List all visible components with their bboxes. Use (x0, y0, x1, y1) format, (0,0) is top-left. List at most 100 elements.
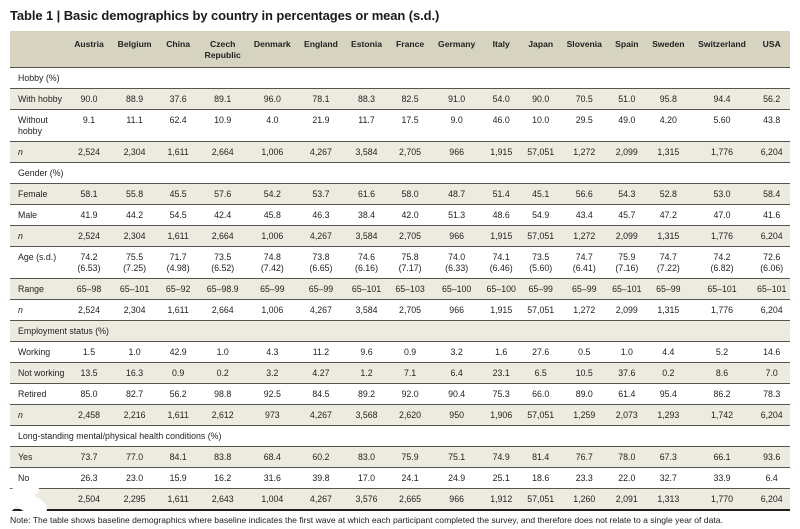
table-cell: 16.3 (111, 362, 158, 385)
table-cell: 6,204 (753, 225, 790, 248)
table-cell: 54.5 (157, 204, 199, 227)
table-cell: 6,204 (753, 141, 790, 164)
table-cell: 1,272 (560, 299, 608, 322)
table-cell: 65–98 (66, 278, 112, 301)
table-cell: 1,611 (157, 404, 199, 427)
table-cell: 58.4 (753, 183, 790, 206)
table-cell: 53.7 (297, 183, 345, 206)
table-cell: 1,260 (560, 488, 608, 512)
table-cell: 1,315 (646, 299, 691, 322)
table-cell: 23.0 (111, 467, 158, 490)
table-cell: 5.60 (690, 109, 754, 143)
table-row: With hobby 90.0 88.9 37.6 89.1 96.0 78.1 88.3 82… (10, 88, 790, 111)
table-cell: 966 (431, 141, 482, 164)
table-cell: 47.2 (646, 204, 691, 227)
table-cell: 2,504 (66, 488, 112, 512)
table-cell: 56.2 (753, 88, 790, 111)
table-cell: 46.3 (297, 204, 345, 227)
table-cell: 4,267 (297, 404, 345, 427)
table-cell: 2,620 (388, 404, 432, 427)
table-cell: 2,099 (607, 141, 647, 164)
table-cell: 92.5 (247, 383, 298, 406)
table-cell: 11.7 (344, 109, 389, 143)
table-cell: 6.4 (753, 467, 790, 490)
table-cell: 89.1 (198, 88, 247, 111)
table-cell: 1,912 (481, 488, 521, 512)
table-cell: 55.8 (111, 183, 158, 206)
table-row: n2,5042,2951,6112,6431,0044,2673,5762,66… (10, 488, 790, 512)
table-cell: 1,006 (247, 141, 298, 164)
row-label: No (10, 467, 67, 490)
table-cell: 75.1 (431, 446, 482, 469)
table-cell: 74.8 (7.42) (247, 246, 298, 280)
table-row: Male 41.9 44.2 54.5 42.4 45.8 46.3 38.4 42.0 51.3… (10, 204, 790, 227)
table-cell: 74.6 (6.16) (344, 246, 389, 280)
column-header: Belgium (111, 31, 158, 69)
table-cell: 65–99 (297, 278, 345, 301)
table-cell: 17.5 (388, 109, 432, 143)
table-cell: 77.0 (111, 446, 158, 469)
table-cell: 2,073 (607, 404, 647, 427)
table-cell: 66.1 (690, 446, 754, 469)
table-cell: 3.2 (431, 341, 482, 364)
table-cell: 0.9 (157, 362, 199, 385)
table-cell: 45.1 (520, 183, 561, 206)
column-header: Italy (481, 31, 521, 69)
section-label: Employment status (%) (10, 320, 790, 343)
table-cell: 74.2 (6.82) (690, 246, 754, 280)
table-cell: 18.6 (520, 467, 561, 490)
table-row: Range 65–98 65–101 65–92 65–98.9 65–99 65–99 65… (10, 278, 790, 301)
table-cell: 966 (431, 488, 482, 512)
table-cell: 31.6 (247, 467, 298, 490)
table-cell: 966 (431, 299, 482, 322)
table-cell: 82.7 (111, 383, 158, 406)
table-cell: 61.6 (344, 183, 389, 206)
table-cell: 3,576 (344, 488, 389, 512)
table-cell: 73.5 (6.52) (198, 246, 247, 280)
table-cell: 1,915 (481, 141, 521, 164)
table-cell: 2,099 (607, 299, 647, 322)
table-cell: 11.1 (111, 109, 158, 143)
table-cell: 5.2 (690, 341, 754, 364)
table-cell: 10.0 (520, 109, 561, 143)
section-label: Hobby (%) (10, 67, 790, 90)
table-cell: 73.7 (66, 446, 112, 469)
table-cell: 3.2 (247, 362, 298, 385)
table-cell: 4.0 (247, 109, 298, 143)
table-cell: 4,267 (297, 141, 345, 164)
table-cell: 0.2 (198, 362, 247, 385)
table-cell: 65–99 (247, 278, 298, 301)
table-cell: 78.3 (753, 383, 790, 406)
table-row: n 2,524 2,304 1,611 2,664 1,006 4,267 3,584 2,70… (10, 225, 790, 248)
table-cell: 14.6 (753, 341, 790, 364)
table-cell: 17.0 (344, 467, 389, 490)
table-cell: 0.5 (560, 341, 608, 364)
table-cell: 2,099 (607, 225, 647, 248)
column-header: USA (753, 31, 790, 69)
table-cell: 57,051 (520, 488, 561, 512)
table-cell: 82.5 (388, 88, 432, 111)
table-cell: 65–99 (520, 278, 561, 301)
table-cell: 65–100 (481, 278, 521, 301)
table-cell: 4.27 (297, 362, 345, 385)
row-label: n (10, 404, 67, 427)
table-cell: 83.8 (198, 446, 247, 469)
table-cell: 2,216 (111, 404, 158, 427)
table-cell: 56.2 (157, 383, 199, 406)
table-cell: 90.0 (520, 88, 561, 111)
table-cell: 42.9 (157, 341, 199, 364)
table-cell: 1,742 (690, 404, 754, 427)
table-cell: 27.6 (520, 341, 561, 364)
table-cell: 3,584 (344, 225, 389, 248)
table-cell: 9.6 (344, 341, 389, 364)
table-cell: 65–101 (753, 278, 790, 301)
table-cell: 11.2 (297, 341, 345, 364)
table-cell: 6.4 (431, 362, 482, 385)
table-cell: 60.2 (297, 446, 345, 469)
table-cell: 7.1 (388, 362, 432, 385)
table-cell: 3,568 (344, 404, 389, 427)
table-cell: 73.5 (5.60) (520, 246, 561, 280)
section-label: Gender (%) (10, 162, 790, 185)
table-cell: 1,313 (646, 488, 691, 512)
table-cell: 1,611 (157, 299, 199, 322)
